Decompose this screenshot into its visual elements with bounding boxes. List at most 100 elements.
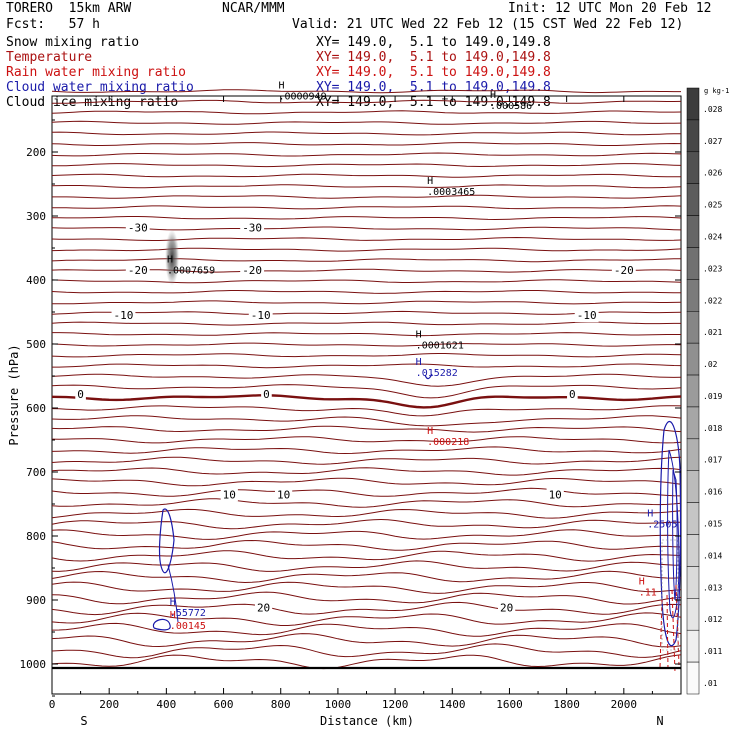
- x-tick-label: 400: [156, 698, 176, 711]
- colorbar-tick-label: .019: [703, 392, 722, 401]
- legend-snow-xy: XY= 149.0, 5.1 to 149.0,149.8: [316, 35, 551, 50]
- isotherm-label: 0: [569, 388, 576, 401]
- legend-rain-xy: XY= 149.0, 5.1 to 149.0,149.8: [316, 65, 551, 80]
- isotherm-line: [52, 363, 682, 369]
- isotherm-line: [51, 550, 682, 562]
- valid-time: Valid: 21 UTC Wed 22 Feb 12 (15 CST Wed …: [292, 17, 684, 32]
- isotherm-line: [51, 89, 681, 94]
- isotherm-line: [51, 342, 682, 347]
- isotherm-line: [51, 290, 681, 294]
- isotherm-line: [51, 612, 682, 626]
- isotherm-line: [52, 163, 682, 168]
- max-marker: H: [170, 610, 176, 621]
- colorbar-cell: [686, 661, 700, 695]
- isotherm-line: [51, 446, 682, 455]
- y-tick-label: 700: [26, 466, 46, 479]
- isotherm-label-bg: [567, 387, 578, 401]
- isotherm-line: [51, 539, 682, 551]
- max-marker: H: [167, 255, 173, 266]
- colorbar-cell: [686, 342, 700, 376]
- isotherm-line: [51, 508, 682, 519]
- isotherm-line: [51, 120, 682, 125]
- init-time: Init: 12 UTC Mon 20 Feb 12: [508, 1, 712, 16]
- isotherm-line: [51, 216, 682, 221]
- x-tick-label: 600: [214, 698, 234, 711]
- isotherm-line: [51, 529, 682, 540]
- max-marker: H: [639, 577, 645, 588]
- isotherm-line: [51, 415, 682, 427]
- y-tick-label: 1000: [20, 658, 47, 671]
- legend-temperature: Temperature: [6, 50, 93, 65]
- legend-cloudwater: Cloud water mixing ratio: [6, 80, 194, 95]
- isotherm-label-bg: [75, 387, 86, 401]
- isotherm-label: -10: [251, 309, 271, 322]
- colorbar-tick-label: .028: [703, 105, 722, 114]
- isotherm-label: -20: [614, 264, 634, 277]
- y-tick-label: 300: [26, 210, 46, 223]
- isotherm-line: [51, 425, 682, 433]
- colorbar-tick-label: .011: [703, 647, 722, 656]
- max-value: .11: [639, 588, 657, 599]
- x-tick-label: 800: [271, 698, 291, 711]
- colorbar-cell: [686, 374, 700, 408]
- isotherm-line: [51, 394, 682, 409]
- colorbar-cell: [686, 183, 700, 216]
- isotherm-line: [51, 373, 682, 387]
- cloudwater-contour: [424, 373, 433, 380]
- x-tick-label: 1000: [325, 698, 352, 711]
- isotherm-label: 0: [263, 388, 270, 401]
- isotherm-label-bg: [125, 221, 150, 235]
- colorbar-cell: [686, 629, 700, 663]
- snow-contour: [661, 539, 679, 651]
- isotherm-line: [51, 654, 682, 670]
- isotherm-label-bg: [111, 309, 136, 323]
- y-tick-label: 600: [26, 402, 46, 415]
- isotherm-label-bg: [611, 263, 636, 277]
- rain-contour: [659, 599, 663, 669]
- isotherm-label: -30: [242, 222, 262, 235]
- isotherm-line: [51, 226, 682, 231]
- legend-rain: Rain water mixing ratio: [6, 65, 187, 80]
- colorbar-tick-label: .021: [703, 328, 722, 337]
- isotherm-line: [51, 353, 682, 358]
- colorbar-tick-label: .014: [703, 551, 722, 560]
- isotherm-line: [51, 405, 682, 417]
- isotherm-label-bg: [240, 263, 265, 277]
- isotherm-line: [51, 110, 682, 115]
- y-tick-label: 200: [26, 146, 46, 159]
- colorbar-tick-label: .025: [703, 201, 722, 210]
- isotherm-label-bg: [546, 488, 564, 502]
- colorbar-cell: [686, 311, 700, 344]
- isotherm-label: 20: [257, 602, 270, 615]
- isotherm-line: [51, 487, 682, 497]
- isotherm-line: [51, 456, 682, 465]
- colorbar-tick-label: .015: [703, 520, 722, 529]
- isotherm-label: -20: [242, 264, 262, 277]
- colorbar-tick-label: .017: [703, 456, 722, 465]
- max-value: .0001621: [416, 340, 464, 351]
- isotherm-line: [51, 279, 682, 284]
- max-value: .55772: [170, 608, 206, 619]
- forecast-hour: Fcst: 57 h: [6, 17, 100, 32]
- isotherm-line: [51, 643, 682, 659]
- colorbar-tick-label: .012: [703, 615, 722, 624]
- colorbar-units: g kg-1: [704, 87, 729, 95]
- max-marker: H: [416, 357, 422, 368]
- north-label: N: [656, 714, 663, 728]
- max-value: .2505: [647, 520, 677, 531]
- cloudwater-contour: [167, 564, 179, 623]
- x-axis-title: Distance (km): [320, 714, 414, 728]
- isotherm-line: [51, 99, 682, 104]
- colorbar-tick-label: .022: [703, 296, 722, 305]
- y-tick-label: 400: [26, 274, 46, 287]
- max-marker: H: [427, 176, 433, 187]
- isotherm-line: [51, 591, 682, 605]
- colorbar-cell: [686, 406, 700, 440]
- isotherm-label: 20: [500, 602, 513, 615]
- isotherm-line: [52, 332, 681, 337]
- max-marker: H: [278, 81, 284, 92]
- isotherm-line: [52, 194, 682, 199]
- isotherm-label: -30: [128, 222, 148, 235]
- legend-cloudice: Cloud ice mixing ratio: [6, 95, 179, 110]
- colorbar-tick-label: .02: [703, 360, 718, 369]
